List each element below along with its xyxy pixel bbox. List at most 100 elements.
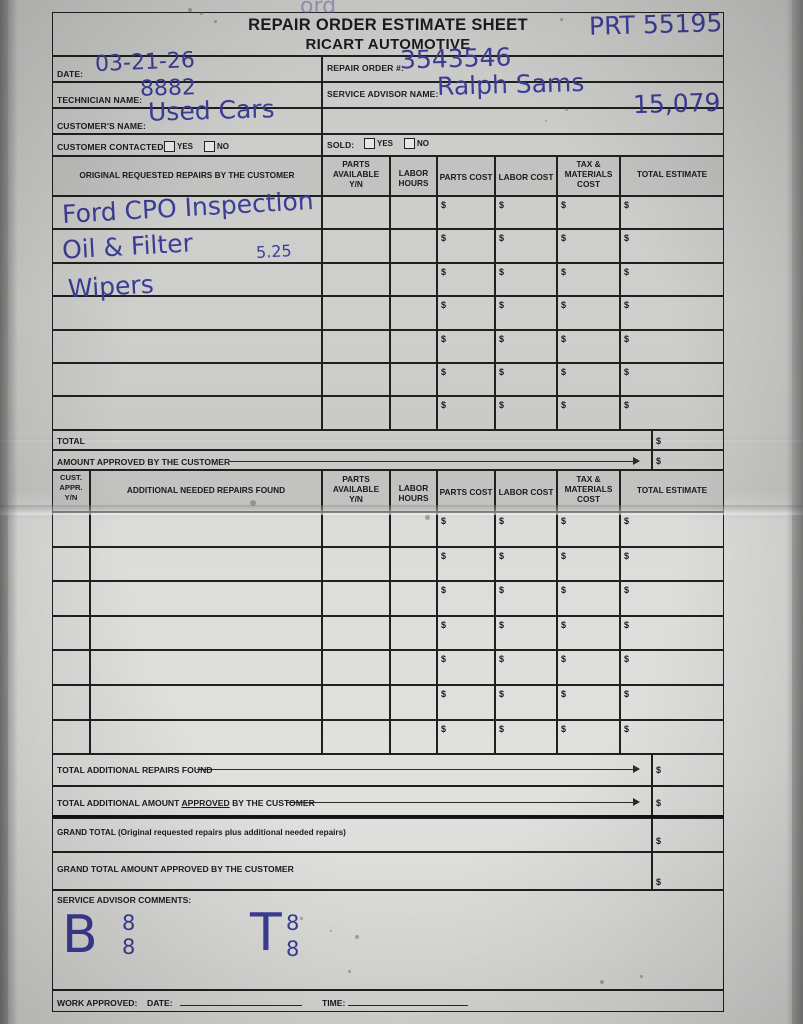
table-row-cell-parts-cost[interactable] — [437, 396, 495, 430]
technician-field-box[interactable] — [52, 82, 322, 108]
table-row-cell-tax-materials[interactable] — [557, 581, 620, 616]
table-row-cell-labor-cost[interactable] — [495, 296, 557, 330]
table-row-cell-labor-cost[interactable] — [495, 196, 557, 230]
table-row-cell-parts-available[interactable] — [322, 262, 390, 297]
table-row-cell-labor-cost[interactable] — [495, 262, 557, 297]
table-row-cell-tax-materials[interactable] — [557, 363, 620, 397]
table-row-cell-description[interactable] — [90, 546, 322, 582]
table-row-cell-labor-cost[interactable] — [495, 512, 557, 547]
table-row-cell-labor-hours[interactable] — [390, 196, 437, 230]
repair-order-field-box[interactable] — [322, 56, 724, 82]
table-row-cell-cust-appr[interactable] — [52, 546, 90, 582]
table-row-cell-parts-available[interactable] — [322, 581, 390, 616]
table-row-cell-total-estimate[interactable] — [620, 196, 724, 230]
mileage-field-box[interactable] — [322, 108, 724, 134]
table-row-cell-labor-cost[interactable] — [495, 719, 557, 755]
table-row-cell-parts-cost[interactable] — [437, 546, 495, 582]
table-row-cell-labor-hours[interactable] — [390, 512, 437, 547]
table-row-cell-description[interactable] — [52, 329, 322, 363]
table-row-cell-labor-hours[interactable] — [390, 262, 437, 297]
table-row-cell-labor-cost[interactable] — [495, 396, 557, 430]
table-row-cell-parts-available[interactable] — [322, 196, 390, 230]
table-row-cell-tax-materials[interactable] — [557, 546, 620, 582]
table-row-cell-tax-materials[interactable] — [557, 296, 620, 330]
table-row-cell-parts-cost[interactable] — [437, 685, 495, 720]
table-row-cell-tax-materials[interactable] — [557, 719, 620, 755]
table-row-cell-labor-hours[interactable] — [390, 329, 437, 363]
service-advisor-field-box[interactable] — [322, 82, 724, 108]
table-row-cell-labor-hours[interactable] — [390, 363, 437, 397]
table-row-cell-parts-available[interactable] — [322, 650, 390, 685]
date-field-box[interactable] — [52, 56, 322, 82]
table-row-cell-labor-cost[interactable] — [495, 329, 557, 363]
table-row-cell-parts-cost[interactable] — [437, 296, 495, 330]
work-approved-time-line[interactable] — [348, 1005, 468, 1006]
table-row-cell-parts-available[interactable] — [322, 546, 390, 582]
table-row-cell-tax-materials[interactable] — [557, 685, 620, 720]
table-row-cell-total-estimate[interactable] — [620, 546, 724, 582]
table-row-cell-parts-cost[interactable] — [437, 262, 495, 297]
table-row-cell-description[interactable] — [52, 262, 322, 297]
table-row-cell-description[interactable] — [90, 615, 322, 651]
table-row-cell-total-estimate[interactable] — [620, 512, 724, 547]
total-additional-approved-value-cell[interactable] — [652, 786, 724, 816]
table-row-cell-total-estimate[interactable] — [620, 296, 724, 330]
table-row-cell-tax-materials[interactable] — [557, 396, 620, 430]
table-row-cell-labor-hours[interactable] — [390, 615, 437, 651]
sold-yes-checkbox[interactable] — [364, 138, 375, 149]
table-row-cell-total-estimate[interactable] — [620, 650, 724, 685]
table-row-cell-parts-cost[interactable] — [437, 363, 495, 397]
table-row-cell-parts-available[interactable] — [322, 685, 390, 720]
table-row-cell-parts-available[interactable] — [322, 296, 390, 330]
table-row-cell-total-estimate[interactable] — [620, 615, 724, 651]
table-row-cell-parts-available[interactable] — [322, 719, 390, 755]
sold-no-checkbox[interactable] — [404, 138, 415, 149]
table-row-cell-labor-hours[interactable] — [390, 296, 437, 330]
table-row-cell-parts-available[interactable] — [322, 512, 390, 547]
table-row-cell-description[interactable] — [52, 363, 322, 397]
table-row-cell-tax-materials[interactable] — [557, 229, 620, 263]
table-row-cell-cust-appr[interactable] — [52, 581, 90, 616]
orig-total-value-cell[interactable] — [652, 430, 724, 450]
table-row-cell-description[interactable] — [90, 512, 322, 547]
table-row-cell-description[interactable] — [52, 396, 322, 430]
table-row-cell-tax-materials[interactable] — [557, 329, 620, 363]
table-row-cell-parts-cost[interactable] — [437, 650, 495, 685]
table-row-cell-labor-hours[interactable] — [390, 685, 437, 720]
table-row-cell-parts-cost[interactable] — [437, 615, 495, 651]
table-row-cell-description[interactable] — [90, 685, 322, 720]
table-row-cell-total-estimate[interactable] — [620, 396, 724, 430]
table-row-cell-parts-available[interactable] — [322, 396, 390, 430]
customer-contacted-yes-checkbox[interactable] — [164, 141, 175, 152]
table-row-cell-total-estimate[interactable] — [620, 329, 724, 363]
table-row-cell-labor-cost[interactable] — [495, 363, 557, 397]
table-row-cell-labor-hours[interactable] — [390, 546, 437, 582]
table-row-cell-description[interactable] — [90, 719, 322, 755]
table-row-cell-labor-hours[interactable] — [390, 719, 437, 755]
table-row-cell-parts-cost[interactable] — [437, 196, 495, 230]
table-row-cell-tax-materials[interactable] — [557, 512, 620, 547]
table-row-cell-parts-cost[interactable] — [437, 329, 495, 363]
table-row-cell-tax-materials[interactable] — [557, 196, 620, 230]
table-row-cell-parts-cost[interactable] — [437, 229, 495, 263]
customer-field-box[interactable] — [52, 108, 322, 134]
table-row-cell-total-estimate[interactable] — [620, 719, 724, 755]
table-row-cell-parts-available[interactable] — [322, 229, 390, 263]
table-row-cell-labor-hours[interactable] — [390, 396, 437, 430]
table-row-cell-total-estimate[interactable] — [620, 262, 724, 297]
table-row-cell-tax-materials[interactable] — [557, 650, 620, 685]
table-row-cell-total-estimate[interactable] — [620, 581, 724, 616]
table-row-cell-labor-hours[interactable] — [390, 229, 437, 263]
table-row-cell-labor-cost[interactable] — [495, 229, 557, 263]
table-row-cell-description[interactable] — [90, 581, 322, 616]
table-row-cell-parts-available[interactable] — [322, 615, 390, 651]
table-row-cell-labor-cost[interactable] — [495, 615, 557, 651]
grand-total-approved-value-cell[interactable] — [652, 852, 724, 890]
orig-approved-value-cell[interactable] — [652, 450, 724, 470]
table-row-cell-labor-hours[interactable] — [390, 581, 437, 616]
grand-total-value-cell[interactable] — [652, 818, 724, 852]
table-row-cell-labor-cost[interactable] — [495, 650, 557, 685]
table-row-cell-labor-cost[interactable] — [495, 546, 557, 582]
table-row-cell-cust-appr[interactable] — [52, 650, 90, 685]
table-row-cell-cust-appr[interactable] — [52, 512, 90, 547]
